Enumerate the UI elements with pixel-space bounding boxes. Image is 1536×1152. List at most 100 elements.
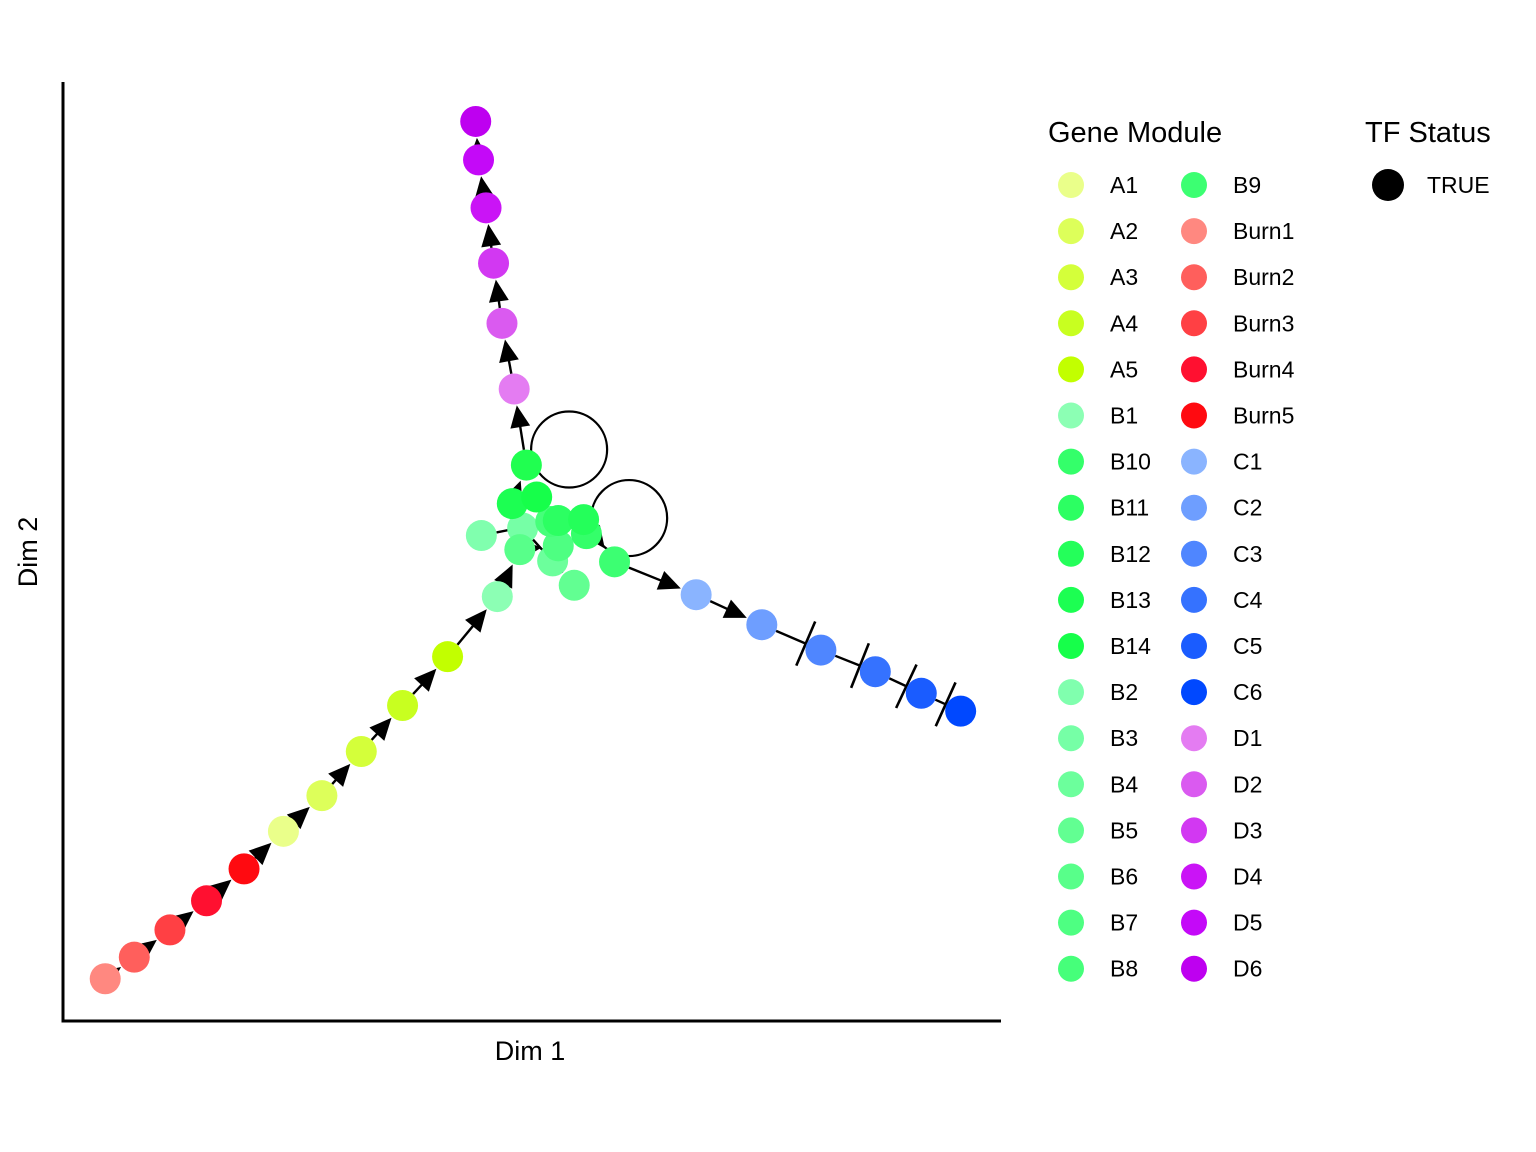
self-loop-B10 — [590, 478, 669, 558]
point-D2 — [486, 307, 518, 339]
legend-label-D1: D1 — [1233, 725, 1262, 751]
point-B13 — [496, 488, 528, 520]
legend-item-D4: D4 — [1181, 863, 1263, 890]
legend-key-B13 — [1058, 586, 1084, 613]
legend-item-Burn5: Burn5 — [1181, 402, 1294, 429]
legend-label-B13: B13 — [1110, 587, 1151, 613]
legend-label-D5: D5 — [1233, 910, 1262, 936]
legend-item-D6: D6 — [1181, 955, 1262, 982]
legend-item-C4: C4 — [1181, 586, 1263, 613]
legend-item-D1: D1 — [1181, 725, 1262, 752]
legend-item-B12: B12 — [1058, 540, 1151, 567]
legend-item-C3: C3 — [1181, 540, 1262, 567]
legend-key-Burn1 — [1181, 218, 1207, 245]
legend-item-Burn4: Burn4 — [1181, 356, 1295, 383]
point-B5 — [558, 569, 590, 601]
legend-item-tf-TRUE: TRUE — [1372, 169, 1490, 201]
legend-label-B14: B14 — [1110, 633, 1151, 659]
legend-key-Burn3 — [1181, 310, 1207, 337]
legend-key-B12 — [1058, 540, 1084, 567]
legend-key-A2 — [1058, 218, 1084, 245]
legend-key-D5 — [1181, 909, 1207, 936]
legend-key-Burn4 — [1181, 356, 1207, 383]
legend-label-B10: B10 — [1110, 449, 1151, 475]
legend-label-A1: A1 — [1110, 172, 1138, 198]
legend-label-D3: D3 — [1233, 817, 1262, 843]
legend-item-B9: B9 — [1181, 172, 1261, 198]
edge-A5-B1 — [456, 609, 487, 646]
point-A1 — [267, 815, 299, 847]
gene-module-points — [89, 105, 977, 995]
legend-key-B14 — [1058, 633, 1084, 659]
legend-label-A4: A4 — [1110, 310, 1138, 336]
edge-Burn5-A1 — [248, 842, 272, 866]
legend-title-tf-status: TF Status — [1365, 117, 1491, 149]
legend-key-B1 — [1058, 402, 1084, 429]
legend-label-B9: B9 — [1233, 172, 1261, 198]
legend-item-C6: C6 — [1181, 679, 1262, 706]
legend-key-Burn5 — [1181, 402, 1207, 429]
legend-item-A5: A5 — [1058, 356, 1138, 383]
legend-label-Burn2: Burn2 — [1233, 264, 1294, 290]
edge-A3-A4 — [369, 717, 392, 741]
edge-A1-A2 — [286, 806, 310, 830]
legend-key-C2 — [1181, 494, 1207, 521]
edge-A2-A3 — [328, 763, 351, 787]
legend-key-B10 — [1058, 448, 1084, 475]
legend-key-D6 — [1181, 955, 1207, 982]
edge-C5-C6 — [934, 681, 957, 727]
legend-key-C1 — [1181, 448, 1207, 475]
legend-label-B8: B8 — [1110, 956, 1138, 982]
point-B1 — [481, 581, 513, 613]
legend-key-D2 — [1181, 771, 1207, 798]
legend-key-A1 — [1058, 172, 1084, 198]
legend-item-A3: A3 — [1058, 264, 1138, 291]
legend-label-B5: B5 — [1110, 817, 1138, 843]
legend-key-B3 — [1058, 725, 1084, 752]
point-Burn5 — [228, 853, 260, 885]
legend-label-C2: C2 — [1233, 495, 1262, 521]
legend-item-B13: B13 — [1058, 586, 1151, 613]
point-C4 — [859, 656, 891, 688]
point-B11 — [542, 505, 574, 537]
legend-item-B5: B5 — [1058, 817, 1138, 844]
edge-C3-C4 — [834, 642, 871, 689]
self-loop-B14b — [530, 410, 609, 489]
legend-label-A3: A3 — [1110, 264, 1138, 290]
point-B6 — [504, 534, 536, 566]
point-A5 — [432, 641, 464, 673]
legend-item-B8: B8 — [1058, 955, 1138, 982]
point-B2 — [465, 520, 497, 552]
legend-label-D6: D6 — [1233, 956, 1262, 982]
legend-item-B14: B14 — [1058, 633, 1151, 659]
edge-C2-C3 — [775, 621, 817, 667]
legend-key-D3 — [1181, 817, 1207, 844]
legend-label-A5: A5 — [1110, 356, 1138, 382]
point-C6 — [945, 695, 977, 727]
edge-A4-A5 — [412, 668, 437, 695]
legend-item-B2: B2 — [1058, 679, 1138, 706]
point-B9 — [599, 546, 631, 578]
legend-item-Burn1: Burn1 — [1181, 218, 1294, 245]
legend-key-A4 — [1058, 310, 1084, 337]
legend-label-B11: B11 — [1110, 495, 1149, 521]
legend-label-D2: D2 — [1233, 771, 1262, 797]
plot-area — [89, 105, 977, 995]
legend-key-C3 — [1181, 540, 1207, 567]
edge-C1-C2 — [709, 599, 747, 618]
legend-label-B7: B7 — [1110, 910, 1138, 936]
legend: Gene Module A1 A2 A3 A4 A5 B1 B10 B11 B12 B13 B14 B… — [1048, 117, 1491, 982]
legend-item-A1: A1 — [1058, 172, 1138, 198]
legend-label-Burn4: Burn4 — [1233, 356, 1295, 382]
legend-item-B1: B1 — [1058, 402, 1138, 429]
legend-item-B6: B6 — [1058, 863, 1138, 890]
legend-label-Burn1: Burn1 — [1233, 218, 1294, 244]
point-D5 — [463, 144, 495, 176]
legend-label-C6: C6 — [1233, 679, 1262, 705]
point-Burn3 — [154, 914, 186, 946]
edge-C4-C5 — [888, 663, 918, 709]
legend-item-C2: C2 — [1181, 494, 1262, 521]
edge-B9-C1 — [628, 566, 681, 590]
legend-key-tf-TRUE — [1372, 169, 1404, 201]
